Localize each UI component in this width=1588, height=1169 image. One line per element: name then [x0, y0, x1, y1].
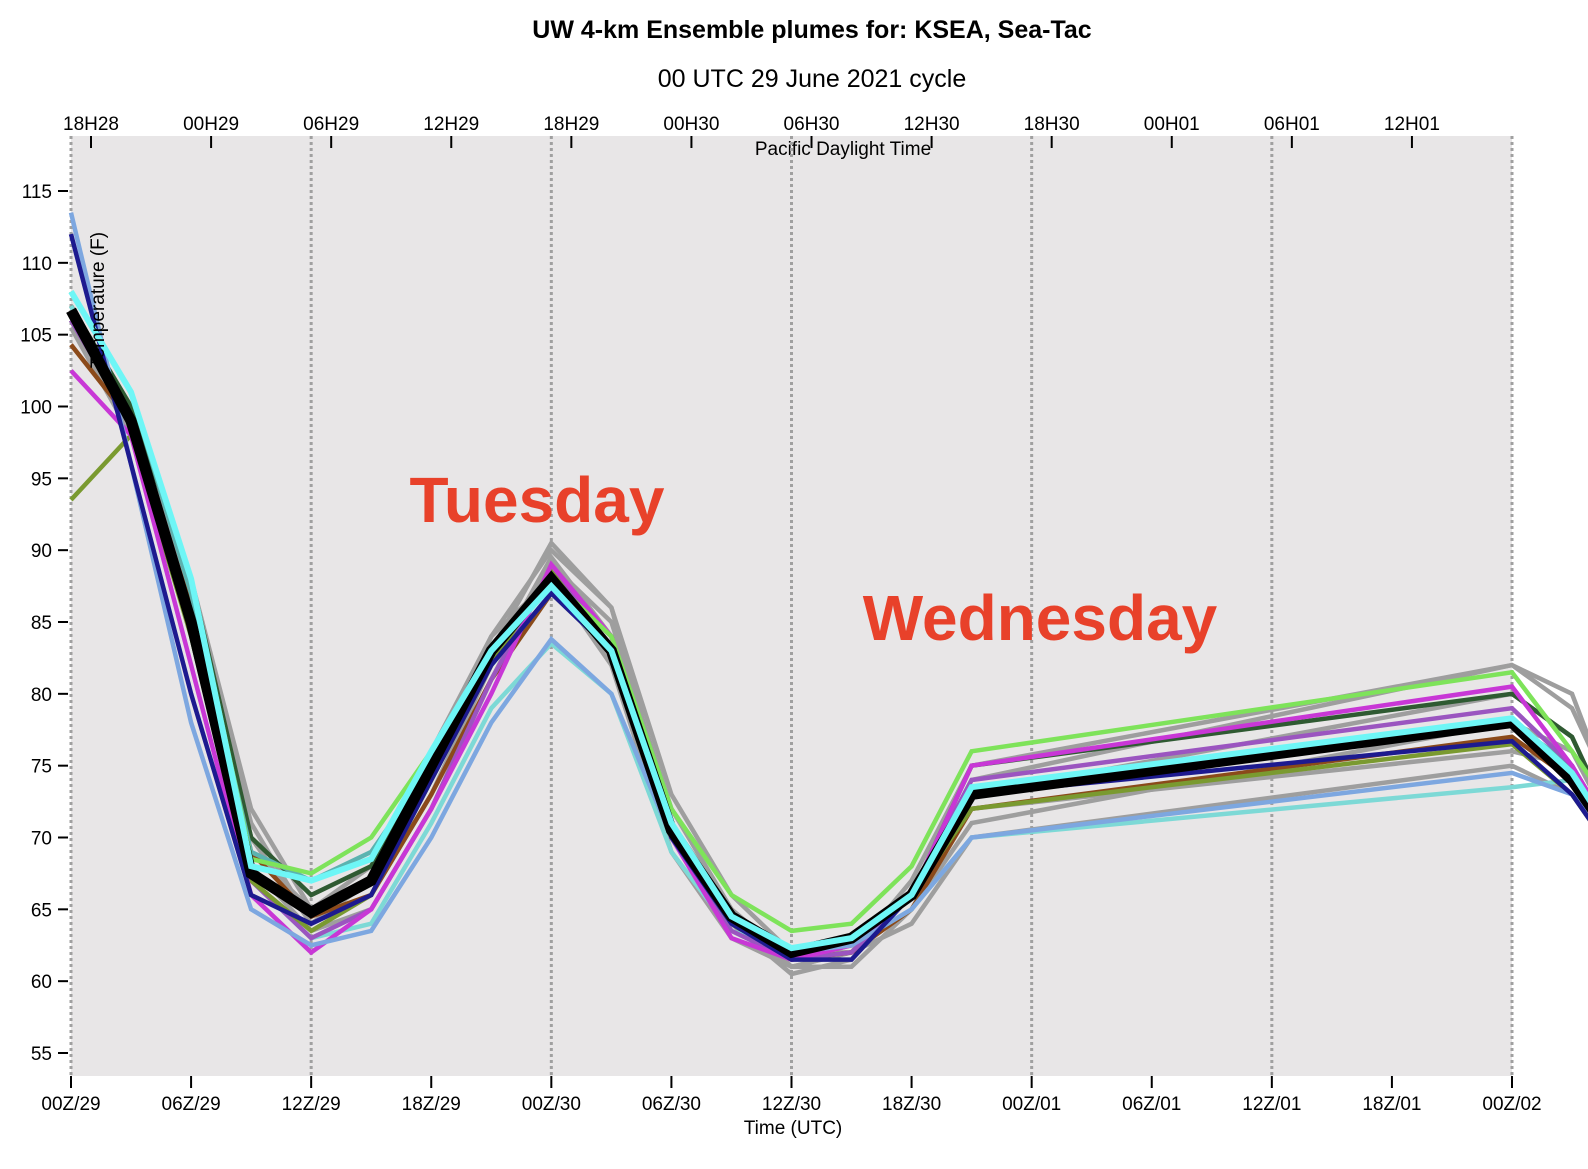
y-tick-label: 95 [31, 469, 52, 490]
x-tick-label: 00Z/30 [522, 1094, 581, 1115]
member-line [69, 290, 1588, 934]
x-tick-label: 18Z/30 [882, 1094, 941, 1115]
top-tick-label: 00H01 [1144, 114, 1200, 135]
member-line [68, 290, 1588, 952]
y-tick-label: 75 [31, 757, 52, 778]
annotation-tuesday: Tuesday [410, 464, 665, 536]
top-tick-label: 18H30 [1024, 114, 1080, 135]
chart-subtitle: 00 UTC 29 June 2021 cycle [658, 65, 967, 93]
y-tick-label: 85 [31, 613, 52, 634]
annotation-wednesday: Wednesday [863, 582, 1218, 654]
top-tick-label: 06H29 [303, 114, 359, 135]
top-tick-label: 06H01 [1264, 114, 1320, 135]
y-tick-label: 70 [31, 829, 52, 850]
y-tick-label: 100 [20, 398, 52, 419]
x-tick-label: 00Z/01 [1002, 1094, 1061, 1115]
y-tick-label: 60 [31, 972, 52, 993]
y-tick-label: 115 [22, 182, 52, 203]
top-tick-label: 00H29 [183, 114, 239, 135]
top-tick-label: 12H29 [423, 114, 479, 135]
chart-title: UW 4-km Ensemble plumes for: KSEA, Sea-T… [532, 16, 1091, 44]
x-tick-label: 06Z/01 [1122, 1094, 1181, 1115]
x-tick-label: 06Z/29 [162, 1094, 221, 1115]
ensemble-mean-line [66, 307, 1588, 959]
y-axis-label: Temperature (F) [88, 232, 109, 368]
x-tick-label: 00Z/29 [41, 1094, 100, 1115]
x-tick-label: 18Z/01 [1362, 1094, 1421, 1115]
y-tick-label: 80 [31, 685, 52, 706]
y-tick-label: 105 [20, 326, 52, 347]
y-tick-label: 55 [31, 1044, 52, 1065]
y-tick-label: 90 [31, 541, 52, 562]
x-tick-label: 12Z/01 [1242, 1094, 1301, 1115]
member-line [68, 233, 1588, 962]
x-tick-label: 12Z/30 [762, 1094, 821, 1115]
top-tick-label: 12H01 [1384, 114, 1440, 135]
y-tick-label: 65 [31, 900, 52, 921]
x-tick-label: 12Z/29 [282, 1094, 341, 1115]
x-axis-label: Time (UTC) [744, 1118, 843, 1139]
x-tick-label: 06Z/30 [642, 1094, 701, 1115]
top-tick-label: 06H30 [784, 114, 840, 135]
top-tick-label: 18H28 [63, 114, 119, 135]
top-tick-label: 18H29 [543, 114, 599, 135]
x-tick-label: 00Z/02 [1482, 1094, 1541, 1115]
top-axis-label: Pacific Daylight Time [755, 139, 931, 160]
y-tick-label: 110 [22, 254, 52, 275]
top-tick-label: 00H30 [663, 114, 719, 135]
top-tick-label: 12H30 [904, 114, 960, 135]
x-tick-label: 18Z/29 [402, 1094, 461, 1115]
